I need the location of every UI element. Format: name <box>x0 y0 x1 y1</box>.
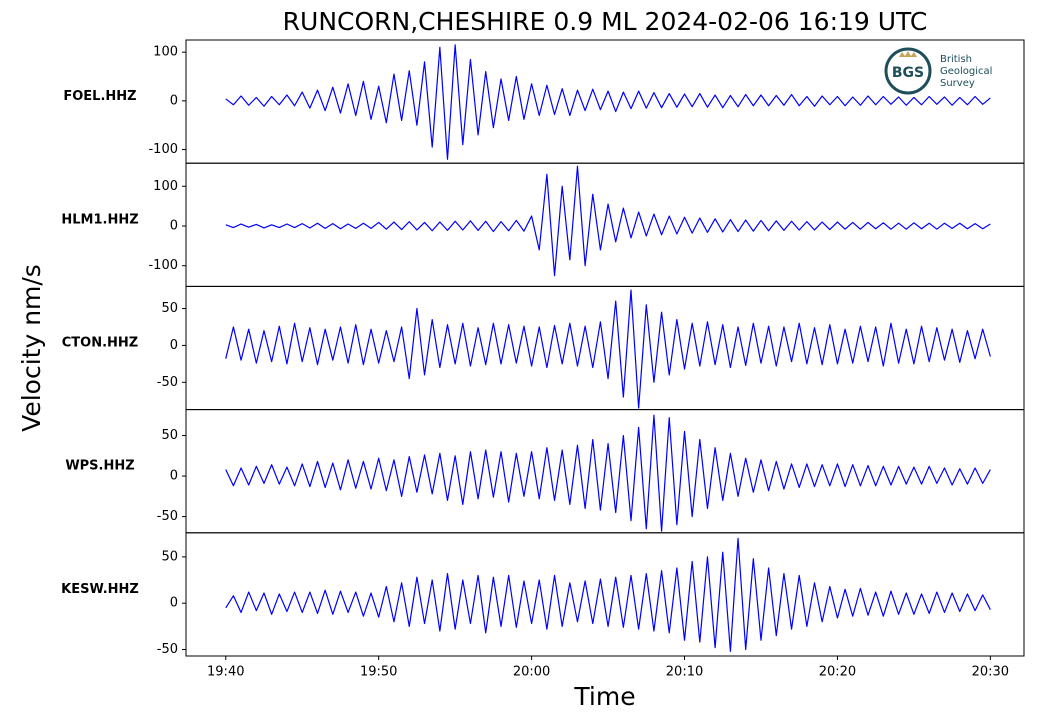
y-tick-label: 0 <box>170 218 178 233</box>
y-tick-label: 100 <box>153 45 178 60</box>
station-label: CTON.HHZ <box>62 336 138 351</box>
y-tick-label: -50 <box>157 642 178 657</box>
y-tick-label: -100 <box>148 258 178 273</box>
logo-abbr: BGS <box>892 65 924 81</box>
station-label: HLM1.HHZ <box>61 212 138 227</box>
x-tick-label: 20:20 <box>819 665 856 680</box>
y-tick-label: 0 <box>170 596 178 611</box>
x-axis-label: Time <box>573 682 635 711</box>
x-tick-label: 19:40 <box>207 665 244 680</box>
y-tick-label: -50 <box>157 375 178 390</box>
waveform <box>225 44 991 160</box>
logo-text: Geological <box>940 66 992 77</box>
logo: BGS British Geological Survey <box>884 47 992 95</box>
x-tick-label: 20:10 <box>666 665 703 680</box>
station-label: KESW.HHZ <box>61 582 139 597</box>
waveform <box>225 289 991 409</box>
y-tick-label: 0 <box>170 93 178 108</box>
y-tick-label: 50 <box>161 549 178 564</box>
chart-title: RUNCORN,CHESHIRE 0.9 ML 2024-02-06 16:19… <box>283 7 928 36</box>
logo-text: Survey <box>940 78 975 89</box>
station-label: WPS.HHZ <box>65 459 134 474</box>
logo-ring <box>884 47 932 95</box>
x-tick-label: 20:30 <box>972 665 1009 680</box>
logo-text: British <box>940 54 972 65</box>
waveform <box>225 414 991 532</box>
logo-crown <box>899 51 917 57</box>
y-tick-label: 100 <box>153 179 178 194</box>
waveform <box>225 165 991 277</box>
y-tick-label: -50 <box>157 509 178 524</box>
y-tick-label: 0 <box>170 338 178 353</box>
panel-frame <box>185 285 1025 411</box>
x-tick-label: 20:00 <box>513 665 550 680</box>
y-tick-label: -100 <box>148 142 178 157</box>
y-tick-label: 50 <box>161 301 178 316</box>
station-label: FOEL.HHZ <box>63 89 136 104</box>
y-axis-label: Velocity nm/s <box>17 264 46 432</box>
x-tick-label: 19:50 <box>360 665 397 680</box>
y-tick-label: 50 <box>161 428 178 443</box>
panel-frame <box>185 532 1025 657</box>
waveform <box>225 537 991 652</box>
y-tick-label: 0 <box>170 469 178 484</box>
